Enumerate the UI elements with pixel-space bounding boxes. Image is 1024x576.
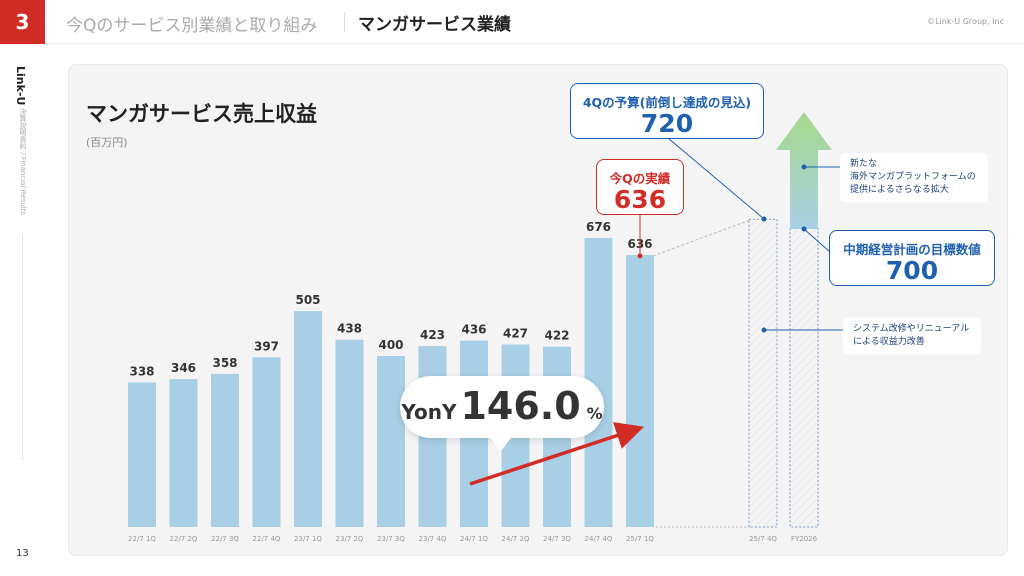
bar [128,382,156,527]
bar-value-label: 397 [254,339,279,353]
x-tick-label: 23/7 4Q [419,535,447,543]
budget-label: 4Qの予算(前倒し達成の見込) [582,95,752,110]
note-line: 新たな [850,159,878,169]
x-tick-label: 22/7 2Q [170,535,198,543]
connector [652,219,751,257]
page-number: 13 [16,548,29,559]
bar-value-label: 422 [544,329,569,343]
bar-value-label: 505 [295,293,320,307]
projection-bar [789,227,819,528]
trend-arrow [469,422,644,486]
leader [803,228,831,253]
bar [252,357,281,527]
x-tick-label: 25/7 1Q [626,535,654,543]
leader [667,137,765,220]
x-tick-label: 22/7 4Q [253,535,281,543]
yoy-unit: % [586,404,603,423]
bar [294,311,322,527]
divider [344,12,345,32]
sidebar-subtitle: 決算説明資料 / Financial Results [19,108,27,215]
yoy-value: 146.0 [460,384,581,428]
chart-title: マンガサービス売上収益 [86,102,317,126]
x-tick-label: 24/7 4Q [585,535,613,543]
note-line: 提供によるさらなる拡大 [850,185,949,196]
x-tick-label: 23/7 3Q [377,535,405,543]
bar [335,339,364,527]
growth-arrow [776,112,832,229]
x-tick-label: 25/7 4Q [749,535,777,543]
bar-value-label: 338 [129,365,154,379]
note-line: システム改修やリニューアル [853,324,970,334]
projection-bar [748,218,778,528]
budget-value: 720 [640,109,694,138]
copyright: ©Link-U Group, Inc [927,17,1004,26]
bar-value-label: 400 [378,338,403,352]
actual-callout: 今Qの実績 636 [596,159,684,215]
bar-value-label: 438 [337,322,362,336]
x-tick-label: 24/7 3Q [543,535,571,543]
note-line: 海外マンガプラットフォームの [850,172,976,183]
bar-value-label: 427 [503,326,528,340]
actual-label: 今Qの実績 [609,171,671,186]
note-expansion: 新たな 海外マンガプラットフォームの 提供によるさらなる拡大 [840,153,988,203]
bar-value-label: 676 [586,220,611,234]
bar-value-label: 346 [171,361,196,375]
bar-value-label: 423 [420,328,445,342]
x-tick-label: 23/7 2Q [336,535,364,543]
x-tick-label: 22/7 3Q [211,535,239,543]
brand-logo: Link-U [14,66,27,106]
chart-unit: (百万円) [86,136,128,149]
note-line: による収益力改善 [853,337,925,348]
x-tick-label: 23/7 1Q [294,535,322,543]
bar [377,355,405,527]
target-label: 中期経営計画の目標数値 [843,242,981,257]
actual-value: 636 [613,185,667,214]
target-callout: 中期経営計画の目標数値 700 [829,230,995,286]
x-tick-label: 24/7 1Q [460,535,488,543]
page-title: マンガサービス業績 [358,15,511,35]
budget-callout: 4Qの予算(前倒し達成の見込) 720 [570,83,764,139]
bar-value-label: 436 [461,323,486,337]
header: 3 今Qのサービス別業績と取り組み マンガサービス業績 ©Link-U Grou… [0,0,1024,44]
x-tick-label: 22/7 1Q [128,535,156,543]
bar [626,255,654,527]
bar [211,373,239,527]
bar-value-label: 358 [212,356,237,370]
note-improvement: システム改修やリニューアル による収益力改善 [843,318,981,355]
section-number: 3 [0,0,45,44]
yoy-bubble: YonY 146.0 % [400,376,604,438]
x-tick-label: 24/7 2Q [502,535,530,543]
divider [22,235,23,460]
yoy-label: YonY [401,400,457,424]
bar [169,379,198,527]
x-tick-label: FY2026 [791,535,818,543]
target-value: 700 [885,256,939,285]
breadcrumb: 今Qのサービス別業績と取り組み [66,16,318,36]
